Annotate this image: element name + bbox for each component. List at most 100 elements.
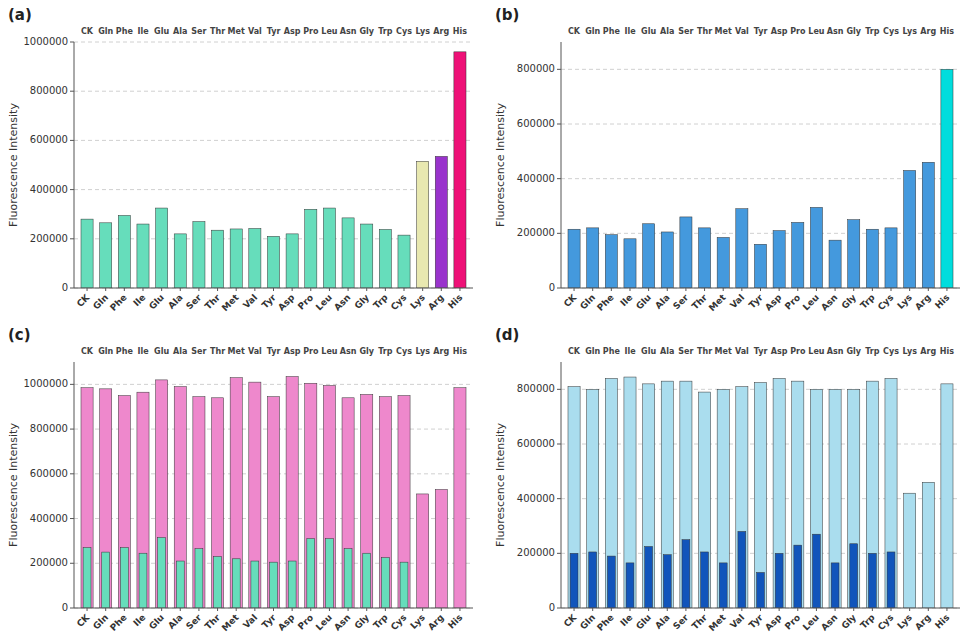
x-tick [404,288,405,291]
category-header: Cys [883,347,899,356]
y-tick [70,140,74,141]
category-header: Val [735,27,749,36]
x-tick [648,608,649,611]
y-tick-label: 800000 [30,423,68,434]
y-tick [70,384,74,385]
x-tick-label: Glu [147,612,166,631]
category-header: Glu [154,27,169,36]
x-tick-label: Tyr [747,612,765,630]
y-tick-label: 1000000 [23,36,68,47]
bar [626,563,634,608]
x-tick-label: Pro [783,612,802,631]
category-header: Ala [660,27,674,36]
bar [587,389,599,608]
x-tick [254,288,255,291]
x-tick [441,288,442,291]
bar [193,222,205,288]
bar [850,544,858,608]
x-tick [142,608,143,611]
x-tick [105,608,106,611]
x-tick [611,608,612,611]
x-tick-label: CK [75,292,92,309]
bar [810,389,822,608]
category-header: Phe [116,347,134,356]
grid-line [74,384,473,385]
bar [587,228,599,288]
bar [568,229,580,288]
grid-line [561,233,960,234]
bar [214,557,222,608]
x-tick [685,608,686,611]
bar [568,387,580,608]
bar [325,539,333,608]
x-tick [348,288,349,291]
bar [342,218,354,288]
panel: (a)Fluorescence Intensity020000040000060… [7,6,473,313]
x-tick-label: Ala [653,292,671,310]
x-tick-label: Asn [332,612,352,632]
y-tick-label: 0 [62,602,68,613]
bar [904,170,916,288]
y-tick-label: 600000 [517,118,555,129]
x-tick [142,288,143,291]
category-header: Tyr [267,27,281,36]
bar [829,240,841,288]
category-header: Ala [173,347,187,356]
x-tick-label: Asn [819,612,839,632]
x-tick-label: Ala [166,292,184,310]
bar [381,558,389,608]
category-header: Trp [378,27,393,36]
bar [682,540,690,608]
y-axis-label: Fluorescence Intensity [7,423,20,547]
x-tick-label: Glu [634,292,653,311]
x-tick-label: Arg [913,612,933,632]
bar [417,161,429,288]
x-tick [667,608,668,611]
x-tick-label: His [933,292,951,310]
x-tick [648,288,649,291]
x-tick-label: Trp [371,292,390,311]
y-tick-label: 200000 [30,557,68,568]
x-tick-label: Pro [296,292,315,311]
bar [120,548,128,608]
bar [645,547,653,609]
x-tick [292,608,293,611]
y-tick-label: 400000 [30,184,68,195]
category-header: Met [715,347,732,356]
category-header: Ile [137,27,149,36]
y-tick [70,518,74,519]
x-tick-label: Ile [618,292,634,308]
y-tick [70,608,74,609]
bar [118,215,130,288]
category-header: CK [568,347,581,356]
bars [81,377,466,608]
bars [568,69,953,288]
bar [398,396,410,608]
category-header: Glu [641,27,656,36]
category-header: Lys [415,27,430,36]
panel-title: (a) [8,6,32,24]
bar [754,244,766,288]
bar [794,545,802,608]
x-tick [254,608,255,611]
category-header: Trp [865,347,880,356]
x-tick-label: Ala [653,612,671,630]
bar [624,377,636,608]
x-tick-label: Thr [203,612,222,631]
grid-line [74,140,473,141]
bar [829,389,841,608]
x-tick [180,608,181,611]
y-tick [557,498,561,499]
bar [717,237,729,288]
x-tick [797,288,798,291]
x-tick [574,288,575,291]
category-header: CK [568,27,581,36]
bar [286,377,298,608]
category-header: His [453,347,467,356]
category-header: Gly [359,347,374,356]
x-tick [292,288,293,291]
bar [922,482,934,608]
y-tick [557,389,561,390]
x-tick-label: Ile [131,292,147,308]
category-header: Asp [771,347,788,356]
